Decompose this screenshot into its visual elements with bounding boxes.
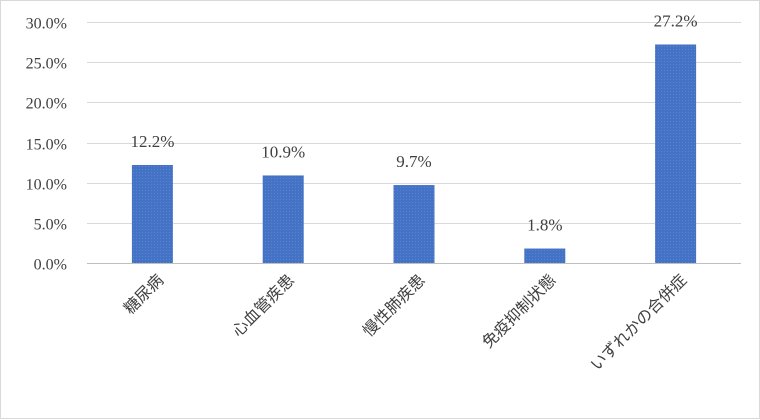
y-tick-label: 25.0% [26,56,67,73]
y-tick-label: 20.0% [26,96,67,113]
data-label: 10.9% [261,142,305,161]
y-tick-label: 15.0% [26,137,67,154]
category-label: 免疫抑制状態 [478,270,559,351]
bar [524,248,566,263]
data-label: 1.8% [527,216,562,235]
bar [655,44,697,263]
category-label: 心血管疾患 [228,270,298,340]
data-label: 9.7% [396,152,431,171]
data-labels: 12.2% 10.9% 9.7% 1.8% 27.2% [130,11,697,234]
data-label: 27.2% [654,11,698,30]
gridlines [87,22,741,264]
bar [131,164,173,263]
bars [131,44,697,263]
x-axis-category-labels: 糖尿病 心血管疾患 慢性肺疾患 免疫抑制状態 いずれかの合併症 [120,270,691,374]
y-tick-label: 0.0% [34,257,67,274]
y-tick-label: 5.0% [34,217,67,234]
category-label: 慢性肺疾患 [359,270,429,340]
category-label: 糖尿病 [120,270,167,317]
category-label: いずれかの合併症 [586,270,690,374]
bar [262,175,304,263]
y-tick-label: 30.0% [26,16,67,33]
bar [393,185,435,263]
y-axis-tick-labels: 0.0% 5.0% 10.0% 15.0% 20.0% 25.0% 30.0% [26,16,67,274]
data-label: 12.2% [130,132,174,151]
y-tick-label: 10.0% [26,177,67,194]
